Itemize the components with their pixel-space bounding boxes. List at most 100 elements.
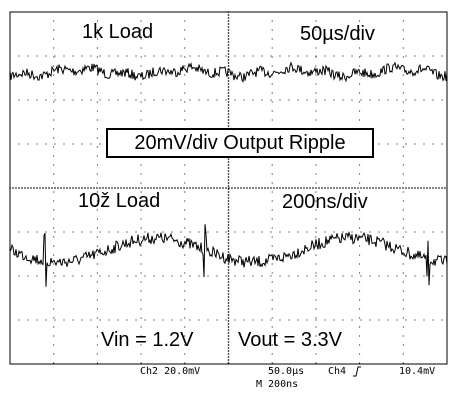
grid-dot — [150, 187, 152, 189]
grid-dot — [315, 236, 317, 238]
grid-dot — [402, 110, 404, 112]
grid-dot — [342, 275, 344, 277]
grid-dot — [402, 83, 404, 85]
grid-dot — [140, 92, 142, 94]
grid-dot — [359, 218, 361, 220]
grid-dot — [63, 187, 65, 189]
grid-dot — [184, 20, 186, 22]
grid-dot — [351, 275, 353, 277]
grid-dot — [261, 99, 263, 101]
grid-dot — [227, 29, 230, 31]
grid-dot — [315, 99, 317, 101]
grid-dot — [270, 55, 272, 57]
grid-dot — [227, 278, 230, 280]
grid-dot — [227, 164, 230, 166]
grid-dot — [96, 317, 98, 319]
grid-dot — [359, 281, 361, 283]
grid-dot — [9, 231, 11, 233]
grid-dot — [359, 11, 361, 13]
grid-dot — [315, 20, 317, 22]
timebase-readout: 50.0µs — [268, 366, 305, 377]
grid-dot — [207, 99, 209, 101]
grid-dot — [53, 353, 55, 355]
grid-dot — [387, 143, 389, 145]
grid-dot — [378, 319, 380, 321]
grid-dot — [270, 319, 272, 321]
grid-dot — [315, 164, 317, 166]
grid-dot — [18, 55, 20, 57]
grid-dot — [234, 319, 236, 321]
grid-dot — [441, 187, 443, 189]
grid-dot — [396, 143, 398, 145]
grid-dot — [90, 319, 92, 321]
ripple-scale-label: 20mV/div Output Ripple — [134, 131, 346, 154]
grid-dot — [363, 187, 365, 189]
grid-dot — [45, 187, 47, 189]
grid-dot — [129, 187, 131, 189]
grid-dot — [184, 353, 186, 355]
grid-dot — [53, 146, 55, 148]
grid-dot — [227, 230, 230, 232]
grid-dot — [140, 362, 142, 364]
grid-dot — [271, 56, 273, 58]
grid-dot — [72, 143, 74, 145]
grid-dot — [144, 231, 146, 233]
grid-dot — [354, 187, 356, 189]
grid-dot — [402, 74, 404, 76]
grid-dot — [140, 254, 142, 256]
grid-dot — [171, 99, 173, 101]
grid-dot — [153, 187, 155, 189]
grid-dot — [271, 299, 273, 301]
grid-dot — [399, 187, 401, 189]
grid-dot — [45, 143, 47, 145]
grid-dot — [96, 47, 98, 49]
grid-dot — [96, 56, 98, 58]
grid-dot — [63, 231, 65, 233]
grid-dot — [184, 29, 186, 31]
grid-dot — [102, 187, 104, 189]
grid-dot — [227, 206, 230, 208]
grid-dot — [132, 187, 134, 189]
grid-dot — [402, 191, 404, 193]
grid-dot — [441, 231, 443, 233]
grid-dot — [252, 275, 254, 277]
grid-dot — [9, 319, 11, 321]
grid-dot — [227, 59, 230, 61]
grid-dot — [359, 308, 361, 310]
grid-dot — [306, 99, 308, 101]
grid-dot — [186, 187, 188, 189]
grid-dot — [140, 308, 142, 310]
grid-dot — [402, 353, 404, 355]
grid-dot — [227, 341, 230, 343]
grid-dot — [359, 74, 361, 76]
grid-dot — [33, 187, 35, 189]
grid-dot — [271, 92, 273, 94]
grid-dot — [227, 83, 230, 85]
grid-dot — [227, 98, 230, 100]
grid-dot — [108, 55, 110, 57]
grid-dot — [359, 119, 361, 121]
grid-dot — [227, 221, 230, 223]
grid-dot — [402, 200, 404, 202]
grid-dot — [53, 326, 55, 328]
grid-dot — [243, 99, 245, 101]
grid-dot — [402, 344, 404, 346]
grid-dot — [227, 116, 230, 118]
grid-dot — [369, 319, 371, 321]
grid-dot — [227, 158, 230, 160]
grid-dot — [36, 231, 38, 233]
grid-dot — [396, 275, 398, 277]
grid-dot — [318, 187, 320, 189]
grid-dot — [227, 356, 230, 358]
grid-dot — [227, 350, 230, 352]
grid-dot — [359, 83, 361, 85]
grid-dot — [53, 254, 55, 256]
grid-dot — [285, 187, 287, 189]
grid-dot — [359, 101, 361, 103]
grid-dot — [227, 89, 230, 91]
grid-dot — [75, 187, 77, 189]
grid-dot — [227, 86, 230, 88]
grid-dot — [227, 305, 230, 307]
grid-dot — [53, 182, 55, 184]
grid-dot — [315, 272, 317, 274]
